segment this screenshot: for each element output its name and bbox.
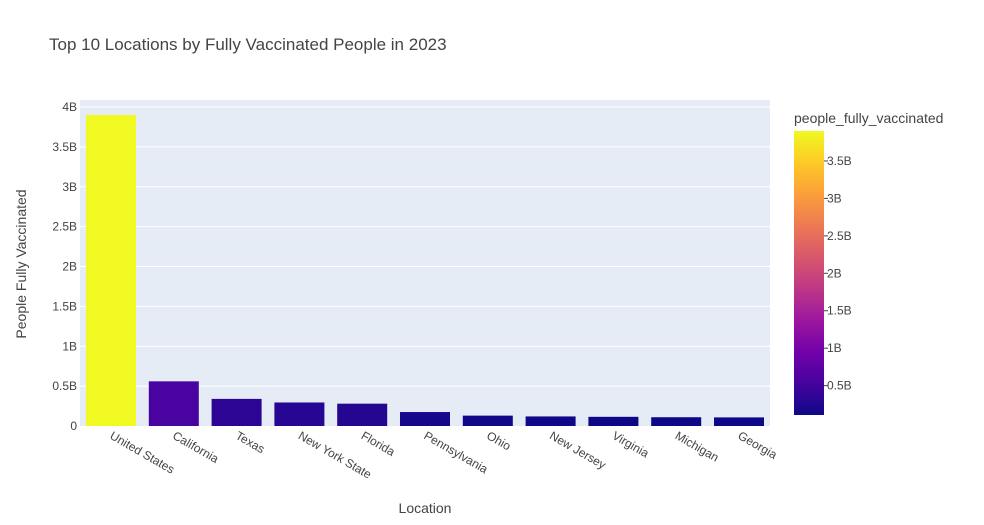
bar — [462, 415, 513, 426]
colorbar-tick-label: 2B — [827, 266, 842, 280]
bars — [86, 114, 764, 426]
x-tick-label: Texas — [233, 428, 267, 456]
bar — [337, 403, 388, 426]
y-tick-label: 4B — [62, 100, 77, 114]
plot-background — [80, 100, 770, 426]
bar — [86, 114, 136, 426]
bar — [211, 398, 262, 426]
x-tick-label: California — [170, 428, 221, 466]
x-tick-label: Michigan — [673, 428, 722, 464]
y-axis-title: People Fully Vaccinated — [13, 189, 29, 338]
y-tick-labels: 0 0.5B 1B 1.5B 2B 2.5B 3B 3.5B 4B — [52, 100, 77, 433]
bar — [525, 416, 576, 426]
bar — [651, 417, 702, 426]
chart-title: Top 10 Locations by Fully Vaccinated Peo… — [49, 35, 447, 54]
x-tick-label: New Jersey — [547, 428, 608, 471]
bar — [714, 417, 764, 426]
x-tick-label: Ohio — [484, 428, 513, 453]
y-tick-label: 3.5B — [52, 140, 77, 154]
x-tick-label: Virginia — [610, 428, 652, 460]
y-tick-label: 0 — [70, 419, 77, 433]
y-tick-label: 1B — [62, 339, 77, 353]
bar — [588, 416, 639, 426]
y-tick-label: 1.5B — [52, 299, 77, 313]
y-tick-label: 2B — [62, 260, 77, 274]
y-tick-label: 3B — [62, 180, 77, 194]
colorbar-tick-label: 1.5B — [827, 304, 852, 318]
x-tick-label: United States — [108, 428, 177, 476]
x-tick-label: Pennsylvania — [422, 428, 491, 476]
bar — [148, 381, 199, 426]
colorbar-tick-label: 2.5B — [827, 229, 852, 243]
y-gridlines — [80, 106, 770, 387]
colorbar-tick-label: 1B — [827, 341, 842, 355]
y-tick-label: 2.5B — [52, 220, 77, 234]
colorbar-tick-labels: 0.5B 1B 1.5B 2B 2.5B 3B 3.5B — [824, 154, 852, 393]
y-tick-label: 0.5B — [52, 379, 77, 393]
colorbar — [794, 131, 824, 415]
x-axis-title: Location — [399, 500, 452, 516]
colorbar-title: people_fully_vaccinated — [794, 110, 943, 126]
bar — [400, 412, 450, 426]
colorbar-tick-label: 0.5B — [827, 379, 852, 393]
colorbar-tick-label: 3.5B — [827, 154, 852, 168]
colorbar-tick-label: 3B — [827, 191, 842, 205]
bar — [274, 402, 325, 426]
x-tick-label: Florida — [359, 428, 398, 459]
x-tick-label: Georgia — [736, 428, 780, 462]
